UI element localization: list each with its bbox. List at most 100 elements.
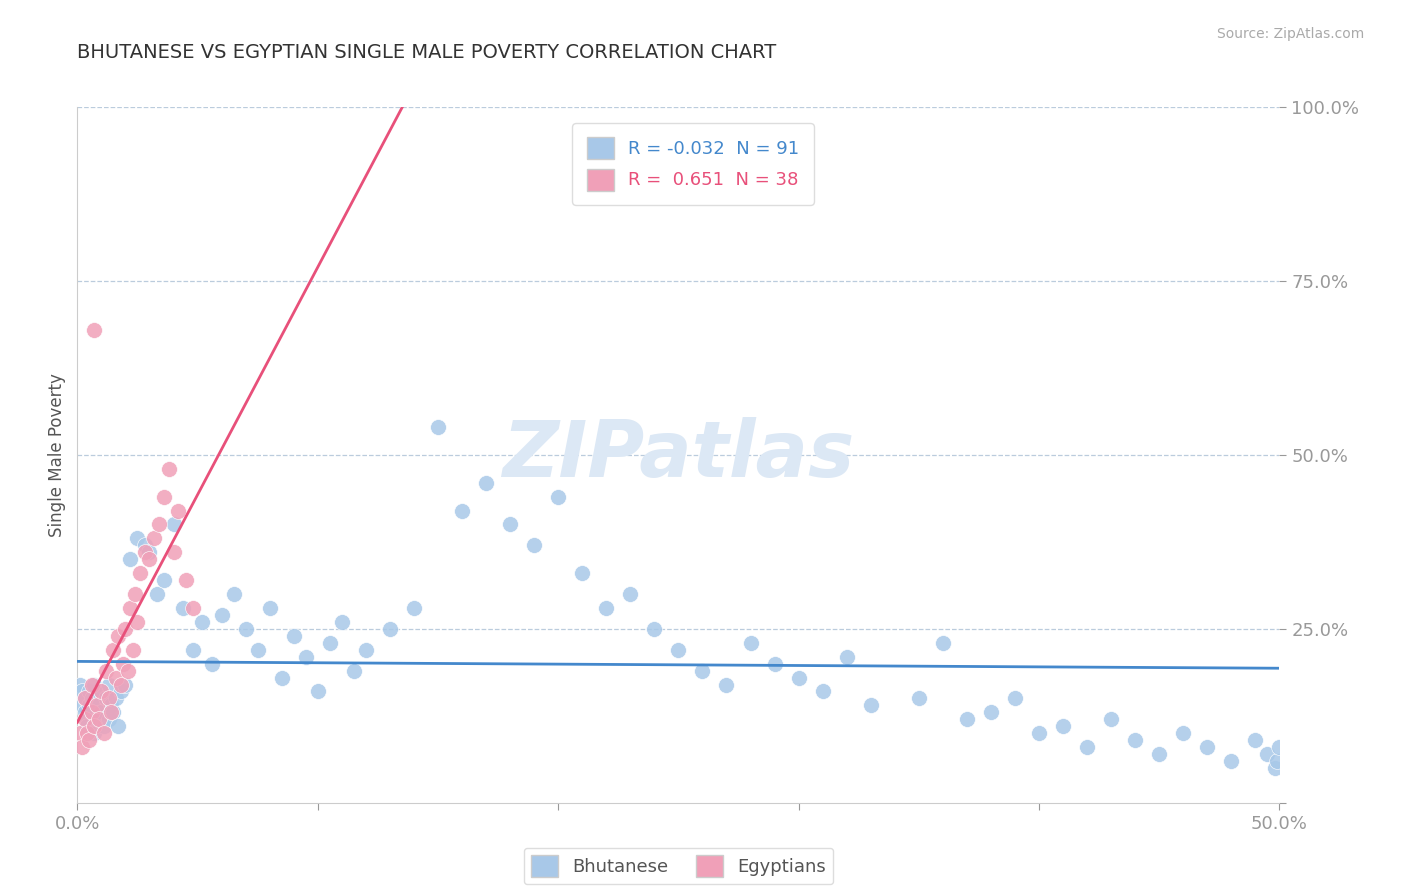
Point [1244,733,1267,747]
Point [76,719,98,733]
Point [451,503,474,517]
Point [619,587,641,601]
Point [120,601,142,615]
Point [153,573,176,587]
Point [692,664,714,678]
Point [104,671,127,685]
Point [138,552,160,566]
Point [93,719,115,733]
Point [110,677,132,691]
Point [319,636,342,650]
Point [100,706,122,720]
Point [499,517,522,532]
Point [201,657,224,671]
Point [167,503,190,517]
Point [259,601,281,615]
Point [90,684,112,698]
Point [80,706,103,720]
Point [270,671,292,685]
Point [191,615,214,629]
Point [70,684,93,698]
Point [523,538,546,552]
Point [127,615,149,629]
Point [148,517,170,532]
Point [1264,761,1286,775]
Point [76,726,98,740]
Point [157,462,180,476]
Point [1004,691,1026,706]
Point [1052,719,1074,733]
Point [86,698,108,713]
Point [1256,747,1278,761]
Point [1028,726,1050,740]
Point [211,607,233,622]
Point [83,323,105,337]
Point [222,587,245,601]
Point [956,712,979,726]
Point [643,622,665,636]
Point [162,545,184,559]
Point [80,706,103,720]
Point [1149,747,1171,761]
Point [475,475,498,490]
Point [83,726,105,740]
Point [128,566,150,581]
Point [330,615,353,629]
Point [121,642,143,657]
Point [283,629,305,643]
Point [90,684,112,698]
Point [1268,740,1291,755]
Point [153,490,176,504]
Point [787,671,810,685]
Point [1265,754,1288,768]
Point [402,601,425,615]
Point [83,677,105,691]
Point [120,552,142,566]
Point [107,629,129,643]
Point [716,677,738,691]
Point [980,706,1002,720]
Point [76,712,98,726]
Point [307,684,329,698]
Point [73,706,96,720]
Point [100,698,122,713]
Point [96,664,118,678]
Point [932,636,955,650]
Point [114,622,136,636]
Point [69,677,91,691]
Point [103,706,125,720]
Point [143,532,166,546]
Point [124,587,146,601]
Point [763,657,786,671]
Point [93,726,115,740]
Point [90,706,112,720]
Text: ZIPatlas: ZIPatlas [502,417,855,493]
Point [69,726,91,740]
Point [73,691,96,706]
Point [96,691,118,706]
Point [908,691,931,706]
Point [835,649,858,664]
Point [595,601,617,615]
Point [80,691,103,706]
Point [145,587,167,601]
Text: Source: ZipAtlas.com: Source: ZipAtlas.com [1216,27,1364,41]
Point [104,691,127,706]
Point [83,719,105,733]
Point [87,712,110,726]
Point [246,642,269,657]
Point [70,740,93,755]
Point [97,677,120,691]
Point [571,566,593,581]
Point [354,642,377,657]
Point [73,691,96,706]
Point [1197,740,1219,755]
Point [181,601,204,615]
Point [1220,754,1243,768]
Point [114,677,136,691]
Point [235,622,257,636]
Point [547,490,569,504]
Point [97,691,120,706]
Y-axis label: Single Male Poverty: Single Male Poverty [48,373,66,537]
Point [127,532,149,546]
